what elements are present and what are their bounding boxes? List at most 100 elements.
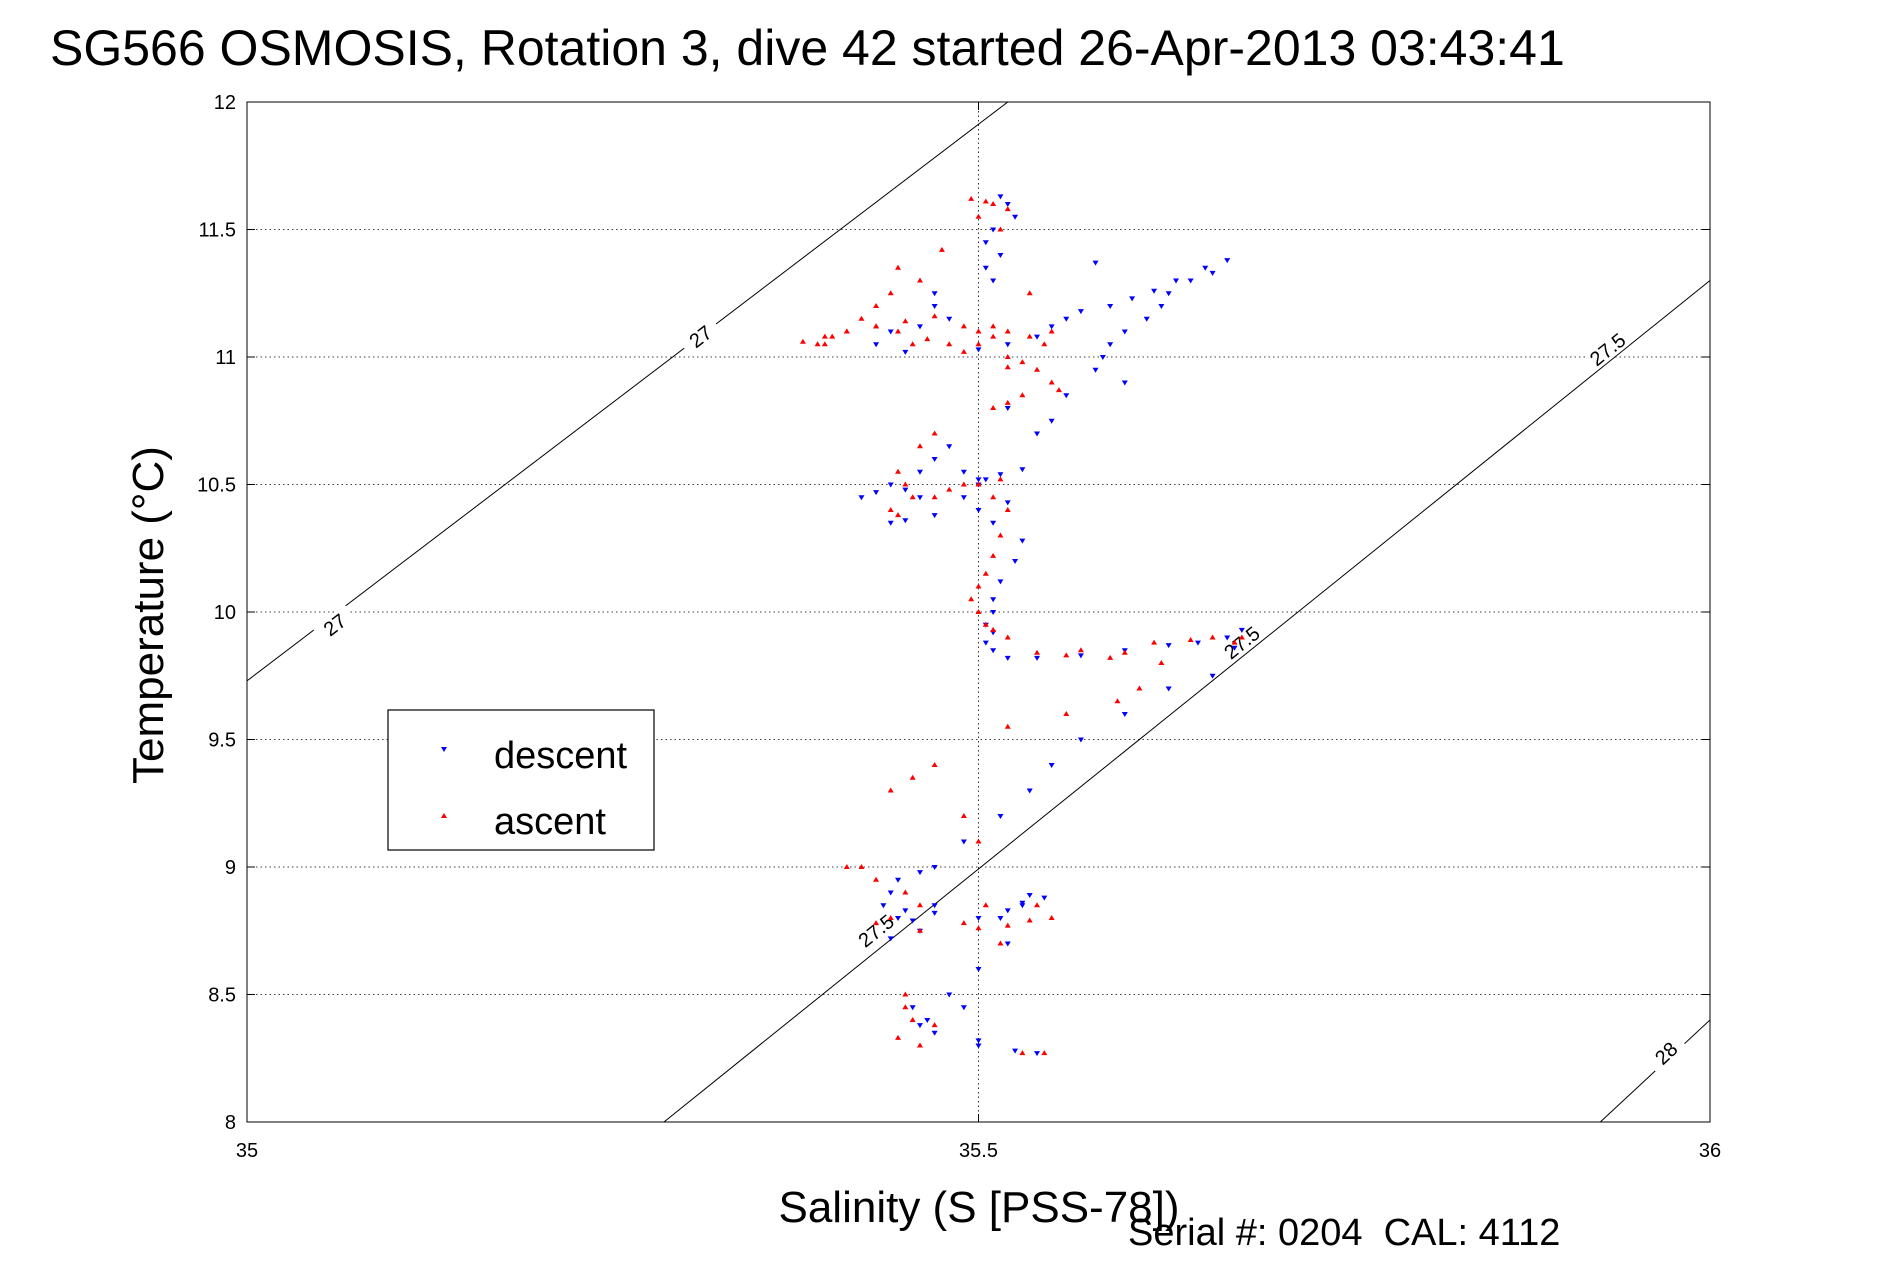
ascent-point: [990, 333, 997, 339]
ascent-point: [916, 443, 923, 449]
ascent-point: [1063, 652, 1070, 658]
ascent-point: [1004, 354, 1011, 359]
contour-label-bg: [678, 316, 723, 357]
ascent-point: [982, 198, 989, 204]
contour-label-bg: [1219, 622, 1264, 663]
legend-marker-descent: [441, 747, 447, 752]
contour-label-bg: [312, 604, 357, 645]
density-contour-line: [247, 102, 1009, 682]
ascent-point: [902, 1004, 909, 1010]
ascent-point: [1158, 660, 1165, 665]
ascent-point: [1034, 649, 1041, 655]
descent-point: [1004, 908, 1011, 914]
descent-point: [990, 520, 997, 526]
descent-point: [975, 1038, 982, 1044]
ascent-point: [1063, 711, 1070, 716]
ascent-point: [924, 336, 931, 342]
y-tick-label: 10.5: [197, 475, 236, 497]
descent-point: [916, 495, 923, 501]
ascent-point: [829, 333, 836, 339]
legend-box: [387, 709, 655, 851]
ascent-point: [990, 494, 997, 500]
ascent-point: [1019, 392, 1026, 398]
descent-point: [1224, 258, 1231, 264]
descent-point: [1092, 260, 1099, 266]
y-tick-label: 8: [225, 1112, 236, 1134]
ascent-point: [895, 468, 902, 474]
ascent-point: [1004, 723, 1011, 729]
ascent-point: [990, 552, 997, 558]
ascent-point: [909, 774, 916, 780]
ascent-point: [1048, 915, 1055, 920]
descent-point: [887, 520, 894, 526]
ascent-point: [902, 318, 909, 324]
ascent-point: [814, 341, 821, 347]
ascent-point: [909, 1017, 916, 1022]
descent-point: [902, 349, 909, 355]
descent-point: [1224, 635, 1231, 641]
descent-point: [1019, 538, 1026, 544]
descent-point: [1099, 355, 1106, 360]
legend-label-descent: descent: [494, 735, 628, 777]
descent-point: [1143, 316, 1150, 322]
descent-point: [975, 967, 982, 972]
ascent-point: [909, 494, 916, 500]
ascent-point: [1004, 399, 1011, 405]
descent-point: [873, 490, 880, 496]
descent-point: [895, 916, 902, 921]
y-tick-label: 8.5: [208, 985, 236, 1007]
x-tick-label: 35: [236, 1140, 258, 1162]
descent-point: [931, 291, 938, 297]
ascent-point: [990, 323, 997, 329]
ascent-point: [1048, 328, 1055, 334]
ascent-point: [902, 889, 909, 895]
descent-point: [1012, 559, 1019, 564]
ascent-point: [982, 621, 989, 627]
descent-point: [916, 324, 923, 330]
descent-point: [931, 457, 938, 462]
ascent-point: [931, 1022, 938, 1028]
y-tick-label: 9.5: [208, 730, 236, 752]
descent-point: [1165, 291, 1172, 297]
ascent-point: [873, 876, 880, 882]
ascent-point: [975, 213, 982, 219]
descent-point: [1026, 893, 1033, 899]
descent-point: [1077, 737, 1084, 743]
descent-point: [975, 508, 982, 513]
serial-cal-footer: Serial #: 0204 CAL: 4112: [1128, 1212, 1560, 1254]
descent-point: [1004, 406, 1011, 411]
ascent-point: [1004, 206, 1011, 212]
ascent-point: [1034, 366, 1041, 372]
ascent-point: [975, 481, 982, 487]
ascent-point: [821, 333, 828, 339]
ascent-point: [895, 328, 902, 334]
descent-point: [982, 265, 989, 271]
descent-point: [909, 1005, 916, 1011]
contour-label: 27.5: [855, 911, 899, 953]
descent-point: [1004, 655, 1011, 661]
descent-point: [1077, 309, 1084, 315]
ascent-point: [1041, 341, 1048, 347]
ascent-point: [997, 226, 1004, 232]
descent-point: [902, 908, 909, 914]
ascent-point: [821, 341, 828, 347]
ascent-point: [975, 925, 982, 931]
descent-point: [931, 910, 938, 916]
descent-point: [997, 579, 1004, 585]
descent-point: [916, 469, 923, 475]
contour-label-bg: [854, 910, 898, 952]
descent-point: [1231, 645, 1238, 651]
series-descent: [858, 194, 1245, 1057]
descent-point: [887, 329, 894, 335]
ascent-point: [1004, 328, 1011, 334]
ascent-point: [997, 476, 1004, 482]
descent-point: [1034, 334, 1041, 340]
descent-point: [916, 870, 923, 876]
x-tick-label: 35.5: [959, 1140, 998, 1162]
descent-point: [975, 1043, 982, 1049]
descent-point: [997, 194, 1004, 200]
density-contour-line: [1599, 1019, 1710, 1122]
ascent-point: [931, 762, 938, 767]
descent-point: [1165, 686, 1172, 692]
